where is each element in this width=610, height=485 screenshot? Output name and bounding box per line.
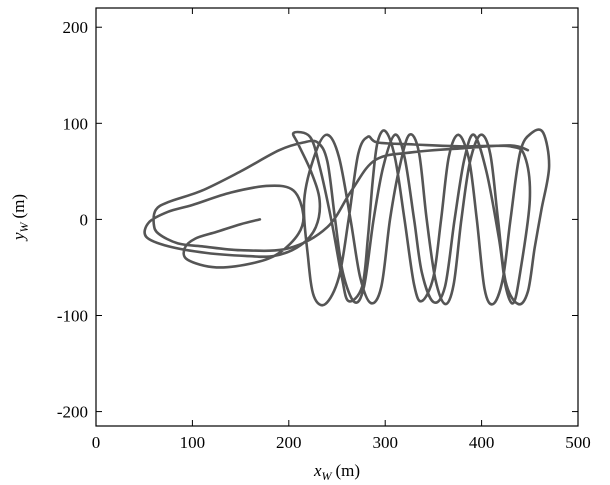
y-axis-label: yW(m) — [9, 194, 31, 242]
trajectory-line — [143, 128, 551, 307]
y-tick-label: 200 — [63, 18, 89, 37]
y-tick-label: 0 — [80, 210, 89, 229]
y-tick-label: 100 — [63, 114, 89, 133]
y-tick-label: -200 — [57, 403, 88, 422]
plot-frame — [95, 7, 579, 427]
x-tick-labels: 0 100 200 300 400 500 — [92, 433, 591, 452]
y-tick-label: -100 — [57, 306, 88, 325]
tick-marks — [95, 8, 579, 426]
x-tick-label: 0 — [92, 433, 101, 452]
x-tick-label: 200 — [276, 433, 302, 452]
x-axis-label: xW (m) — [313, 461, 360, 483]
x-tick-label: 100 — [180, 433, 206, 452]
x-tick-label: 300 — [372, 433, 398, 452]
x-tick-label: 400 — [469, 433, 495, 452]
y-tick-labels: -200 -100 0 100 200 — [57, 18, 88, 421]
x-tick-label: 500 — [565, 433, 591, 452]
